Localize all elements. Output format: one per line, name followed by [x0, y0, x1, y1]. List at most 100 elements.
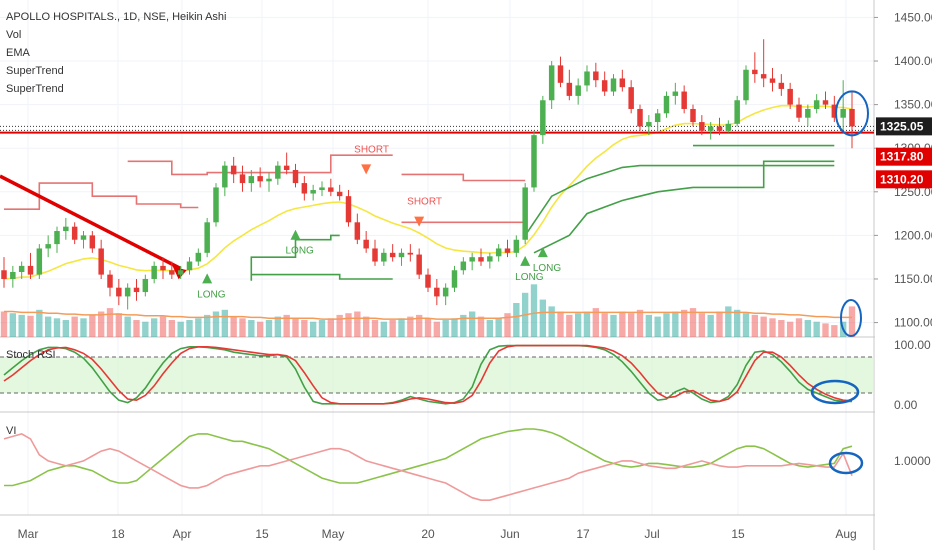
- volume-bar: [557, 311, 564, 337]
- volume-bar: [36, 309, 43, 337]
- candle-body: [248, 176, 255, 184]
- candle-body: [257, 176, 263, 182]
- volume-bar: [186, 320, 193, 337]
- volume-bar: [742, 313, 750, 337]
- volume-bar: [106, 308, 114, 337]
- candle-body: [690, 108, 696, 123]
- candle-body: [345, 196, 352, 223]
- candle-body: [71, 226, 78, 240]
- short-signal-label: SHORT: [407, 197, 442, 208]
- volume-bar: [230, 316, 237, 337]
- supertrend-down-line: [401, 173, 526, 182]
- candle-body: [707, 126, 714, 131]
- candle-body: [372, 248, 378, 262]
- legend-supertrend-1[interactable]: SuperTrend: [6, 65, 64, 77]
- volume-bar: [239, 318, 246, 337]
- candle-body: [425, 274, 431, 288]
- volume-bar: [804, 320, 812, 337]
- candle-body: [107, 274, 113, 288]
- candle-body: [805, 108, 811, 118]
- candle-body: [743, 69, 749, 101]
- trend-arrow: [0, 174, 182, 271]
- candle-body: [80, 235, 87, 240]
- candle-body: [416, 254, 422, 275]
- indicator-legend[interactable]: APOLLO HOSPITALS., 1D, NSE, Heikin Ashi …: [6, 11, 227, 95]
- volume-bar: [751, 314, 759, 337]
- price-tick-label: 1350.00: [894, 98, 932, 112]
- volume-bar: [619, 311, 626, 337]
- time-axis-label: Jun: [500, 527, 519, 541]
- stoch-tick-label: 0.00: [894, 398, 918, 412]
- candle-body: [222, 165, 228, 188]
- long-signal-arrow: [290, 229, 301, 240]
- candle-body: [336, 191, 343, 197]
- price-tick-label: 1450.00: [894, 10, 932, 24]
- candle-body: [522, 187, 528, 240]
- long-signal-label: LONG: [286, 246, 315, 257]
- volume-bar: [380, 321, 388, 337]
- candle-body: [169, 270, 175, 275]
- volume-bar: [566, 314, 573, 337]
- legend-ema[interactable]: EMA: [6, 47, 31, 59]
- long-signal-label: LONG: [197, 289, 226, 300]
- volume-bar: [256, 321, 264, 337]
- candle-body: [628, 87, 634, 109]
- volume-bar: [398, 318, 405, 337]
- supertrend-up-line: [251, 273, 393, 280]
- volume-bar: [389, 320, 396, 337]
- supertrend-down-line: [127, 154, 393, 176]
- volume-bar: [716, 311, 723, 337]
- price-tick-label: 1150.00: [894, 272, 932, 286]
- time-axis-label: Apr: [173, 527, 192, 541]
- candle-body: [495, 248, 502, 257]
- stoch-tick-label: 100.00: [894, 338, 931, 352]
- candle-body: [27, 265, 34, 275]
- volume-bar: [203, 314, 211, 337]
- candle-body: [54, 231, 60, 245]
- candle-body: [681, 91, 687, 109]
- candle-body: [230, 165, 237, 175]
- legend-supertrend-2[interactable]: SuperTrend: [6, 83, 64, 95]
- time-axis-label: 15: [731, 527, 745, 541]
- short-signal-arrow: [361, 164, 372, 175]
- volume-bar: [53, 318, 61, 337]
- candle-body: [557, 65, 564, 83]
- volume-bar: [327, 318, 335, 337]
- volume-bar: [786, 321, 794, 337]
- price-axis[interactable]: 1450.001400.001350.001300.001250.001200.…: [874, 0, 932, 550]
- volume-bar: [336, 314, 343, 337]
- candle-body: [1, 270, 7, 279]
- candle-body: [637, 108, 643, 127]
- price-tick-label: 1100.00: [894, 316, 932, 330]
- candle-body: [434, 287, 440, 297]
- volume-bar: [124, 316, 131, 337]
- candle-body: [813, 100, 820, 109]
- vi-tick-label: 1.0000: [894, 454, 931, 468]
- highlight-circle: [828, 451, 864, 475]
- volume-bar: [848, 306, 856, 337]
- volume-bar: [195, 318, 202, 337]
- volume-bar: [486, 320, 494, 337]
- candle-body: [239, 174, 246, 184]
- candle-body: [151, 265, 157, 279]
- volume-bar: [62, 320, 70, 337]
- volume-bar: [371, 320, 379, 337]
- candle-body: [601, 80, 608, 92]
- legend-vol[interactable]: Vol: [6, 29, 21, 41]
- volume-bar: [504, 313, 511, 337]
- time-axis[interactable]: Mar 18 Apr 15 May 20 Jun 17 Jul 15 Aug: [18, 527, 857, 541]
- candle-body: [548, 65, 555, 101]
- short-signal-arrow: [414, 216, 425, 227]
- candle-body: [451, 270, 458, 288]
- candle-body: [177, 270, 184, 275]
- volume-bar: [795, 318, 803, 337]
- time-axis-label: May: [322, 527, 345, 541]
- volume-bar: [27, 315, 34, 337]
- volume-bar: [424, 318, 432, 337]
- candle-body: [787, 88, 793, 105]
- supertrend-up-line: [533, 160, 835, 254]
- volume-bar: [415, 314, 423, 337]
- candle-body: [716, 126, 723, 131]
